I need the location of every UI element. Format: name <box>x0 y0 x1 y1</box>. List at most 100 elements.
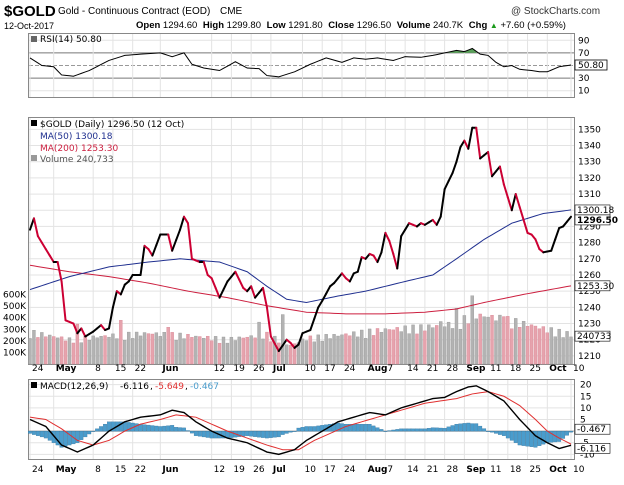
volume-tick-label: 600K <box>3 291 27 301</box>
rsi-tick-label: 90 <box>578 36 590 46</box>
x-axis-label: 15 <box>115 465 126 475</box>
price-segment <box>550 238 557 252</box>
volume-bar <box>514 318 518 365</box>
macd-tick-label: -10 <box>580 450 595 460</box>
macd-histogram-bar <box>517 430 522 446</box>
macd-histogram-bar <box>87 430 92 435</box>
price-segment <box>214 286 221 299</box>
price-segment <box>226 275 233 283</box>
x-axis-label: Jul <box>272 465 286 475</box>
volume-bar <box>221 336 226 365</box>
stockcharts-credit[interactable]: @ StockCharts.com <box>511 6 601 17</box>
macd-legend-swatch <box>31 382 37 388</box>
volume-bar <box>553 336 557 365</box>
x-axis-label: 24 <box>32 465 44 475</box>
volume-bar <box>517 327 522 365</box>
price-segment <box>40 241 47 251</box>
volume-bar <box>28 338 32 365</box>
rsi-current-box <box>574 59 608 71</box>
ma50-legend-text: MA(50) 1300.18 <box>40 132 113 142</box>
volume-bar <box>529 324 534 365</box>
macd-histogram-bar <box>383 430 388 432</box>
price-segment <box>498 165 505 186</box>
volume-bar <box>178 332 182 365</box>
volume-bar <box>537 328 542 365</box>
x-axis-label: Sep <box>466 364 486 374</box>
volume-bar <box>545 332 549 365</box>
macd-histogram-bar <box>565 430 569 436</box>
price-segment <box>325 285 332 295</box>
macd-histogram-bar <box>39 430 44 438</box>
price-segment <box>562 220 569 228</box>
x-axis-label: 28 <box>447 364 459 374</box>
macd-histogram-bar <box>462 423 467 432</box>
rsi-legend-text: RSI(14) 50.80 <box>40 35 102 45</box>
price-segment <box>400 228 407 238</box>
price-tick-label: 1270 <box>578 255 601 265</box>
price-segment <box>32 217 39 238</box>
x-axis-label: 10 <box>304 364 316 374</box>
macd-histogram-bar <box>134 423 139 432</box>
high-value: 1299.80 <box>226 20 261 31</box>
macd-histogram-bar <box>470 423 475 432</box>
macd-histogram-bar <box>419 428 423 432</box>
x-axis-label: 7 <box>387 364 393 374</box>
x-axis-label: 19 <box>233 364 245 374</box>
volume-tick-label: 100K <box>3 348 27 358</box>
macd-histogram-bar <box>545 430 550 443</box>
volume-bar <box>352 331 356 365</box>
price-segment <box>467 126 474 150</box>
macd-histogram-bar <box>304 426 309 432</box>
x-axis-label: 11 <box>490 364 501 374</box>
macd-histogram-bar <box>237 430 242 437</box>
volume-bar <box>83 335 87 365</box>
price-tick-label: 1230 <box>578 320 601 330</box>
volume-bar <box>391 329 395 365</box>
macd-tick-label: 10 <box>580 404 592 414</box>
price-segment <box>238 278 245 289</box>
volume-bar <box>202 338 206 365</box>
price-segment <box>155 233 162 247</box>
price-segment <box>333 277 340 285</box>
macd-histogram-bar <box>407 428 412 432</box>
macd-hist-current-label-box <box>574 423 611 435</box>
price-segment <box>175 228 182 242</box>
macd-histogram-bar <box>280 430 285 435</box>
price-segment <box>364 252 371 260</box>
volume-bar <box>399 331 403 365</box>
volume-bar <box>284 344 289 365</box>
price-tick-label: 1210 <box>578 352 601 362</box>
volume-bar <box>44 336 48 365</box>
ma200-current-label: 1253.30 <box>577 282 614 292</box>
macd-histogram-bar <box>91 430 96 432</box>
price-segment <box>56 261 63 283</box>
price-segment <box>348 272 355 283</box>
volume-bar <box>194 335 198 365</box>
volume-bar <box>99 336 103 365</box>
x-axis-label: Jul <box>272 364 286 374</box>
volume-bar <box>439 321 443 365</box>
volume-label: Volume <box>396 20 431 31</box>
volume-bar <box>525 326 530 365</box>
volume-bar <box>427 324 431 365</box>
volume-bar <box>510 328 514 365</box>
macd-histogram-bar <box>371 425 376 432</box>
macd-histogram-bar <box>438 427 443 432</box>
macd-histogram-bar <box>221 430 226 439</box>
price-tick-label: 1340 <box>578 142 601 152</box>
price-segment <box>100 324 107 332</box>
macd-histogram-bar <box>521 430 526 446</box>
volume-bar <box>103 335 107 365</box>
volume-bar <box>435 325 439 365</box>
high-label: High <box>202 20 225 31</box>
x-axis-label: May <box>56 465 77 475</box>
macd-histogram-bar <box>245 430 250 436</box>
price-segment <box>151 244 158 257</box>
macd-histogram-bar <box>363 423 368 432</box>
price-segment <box>435 215 442 226</box>
volume-bar <box>166 327 170 365</box>
volume-bar <box>162 332 166 365</box>
price-segment <box>60 280 67 322</box>
macd-current-label-box <box>574 443 611 454</box>
price-segment <box>491 170 497 178</box>
